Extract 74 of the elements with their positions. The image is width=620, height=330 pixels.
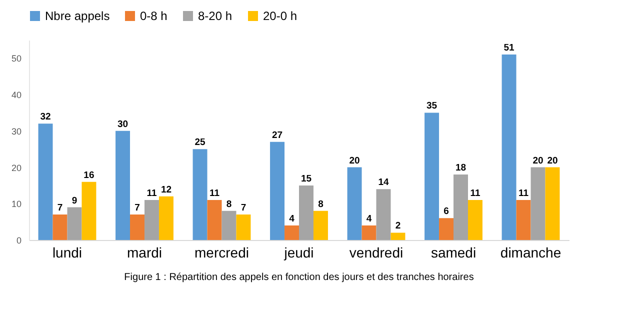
data-label: 11	[470, 188, 481, 199]
bar	[545, 167, 560, 240]
data-label: 7	[240, 202, 246, 214]
bar	[299, 185, 314, 240]
data-label: 12	[160, 184, 172, 196]
data-label: 8	[318, 198, 324, 210]
bar	[424, 112, 440, 240]
bar	[236, 214, 251, 240]
y-tick-label: 30	[11, 126, 22, 136]
data-label: 2	[395, 220, 401, 232]
bar	[158, 196, 174, 240]
x-tick-label: dimanche	[500, 244, 562, 260]
data-label: 9	[72, 195, 78, 206]
data-label: 30	[117, 118, 128, 130]
bar	[52, 214, 68, 240]
bar	[222, 210, 236, 240]
bar	[130, 214, 144, 240]
legend-label: 8-20 h	[198, 9, 232, 23]
bar	[67, 207, 82, 240]
data-label: 11	[146, 188, 158, 199]
bar	[347, 167, 362, 240]
legend-label: Nbre appels	[45, 9, 110, 23]
x-tick-label: mardi	[126, 244, 162, 260]
data-label: 7	[134, 202, 140, 214]
data-label: 20	[532, 155, 544, 166]
bar	[116, 130, 130, 240]
y-tick-label: 20	[11, 162, 22, 173]
y-tick-label: 0	[16, 236, 22, 246]
data-label: 6	[444, 206, 449, 218]
y-tick-label: 40	[11, 90, 22, 100]
bar	[439, 218, 454, 240]
x-tick-label: vendredi	[349, 244, 404, 260]
data-label: 7	[57, 202, 63, 214]
data-label: 4	[289, 213, 296, 224]
bar	[376, 189, 391, 240]
bar	[313, 210, 328, 240]
bar	[516, 200, 531, 240]
bar	[284, 225, 299, 240]
bar	[454, 174, 468, 240]
x-tick-label: jeudi	[283, 244, 314, 260]
data-label: 15	[300, 173, 312, 184]
bar	[207, 200, 222, 240]
data-label: 51	[504, 42, 516, 54]
data-label: 20	[547, 155, 558, 166]
bar	[270, 142, 285, 240]
bar	[530, 167, 546, 240]
x-tick-label: lundi	[52, 244, 82, 260]
bar	[38, 124, 53, 240]
x-tick-label: mercredi	[194, 244, 249, 260]
y-tick-label: 50	[11, 54, 22, 64]
data-label: 18	[455, 162, 466, 174]
data-label: 4	[366, 213, 372, 224]
x-tick-label: samedi	[430, 244, 476, 260]
bar	[192, 149, 208, 240]
y-tick-label: 10	[11, 199, 22, 210]
data-label: 35	[426, 100, 438, 112]
data-label: 8	[226, 198, 232, 210]
legend-label: 0-8 h	[140, 9, 168, 23]
caption: Figure 1 : Répartition des appels en fonction des jours et des tranches horaires	[124, 272, 474, 283]
bar	[502, 54, 516, 240]
data-label: 25	[194, 137, 206, 148]
data-label: 11	[209, 188, 220, 199]
data-label: 32	[40, 112, 51, 123]
data-label: 16	[84, 170, 94, 181]
bar	[82, 182, 96, 240]
legend-label: 20-0 h	[263, 9, 298, 23]
data-label: 27	[272, 130, 283, 141]
data-label: 14	[378, 177, 390, 188]
bar	[390, 232, 406, 240]
data-label: 11	[518, 188, 530, 199]
data-label: 20	[349, 155, 360, 166]
bar	[362, 225, 376, 240]
bar	[468, 200, 482, 240]
bar	[144, 200, 159, 240]
